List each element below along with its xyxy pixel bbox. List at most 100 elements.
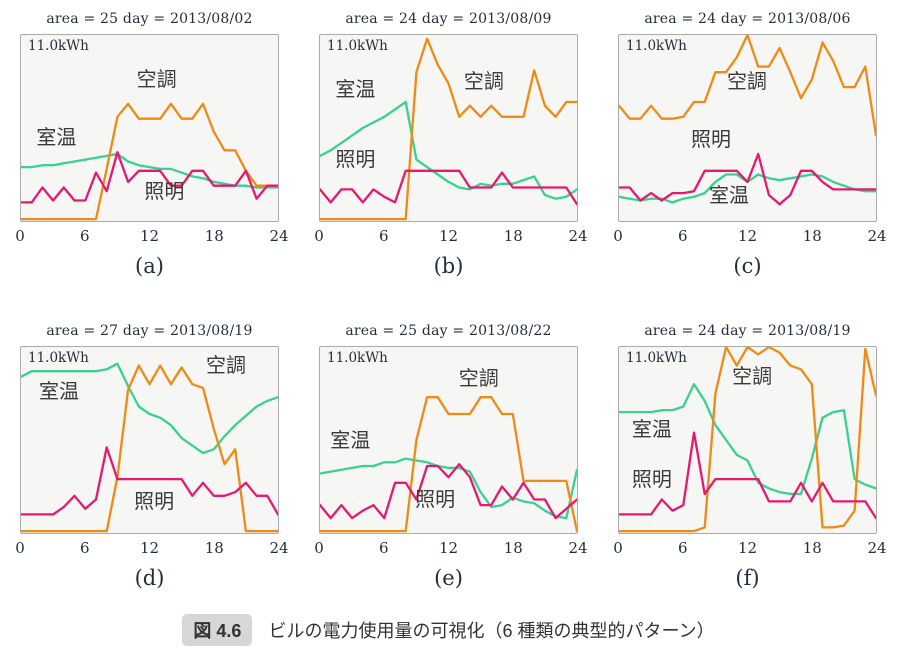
tick-label: 6 [79, 539, 90, 557]
chart-title: area = 24 day = 2013/08/06 [644, 11, 851, 27]
x-axis-ticks: 0 6 12 18 24 [314, 534, 587, 558]
tick-label: 6 [677, 227, 688, 245]
chart-d: area = 27 day = 2013/08/19 11.0kWh 室温 空調照… [0, 320, 299, 594]
tick-label: 18 [802, 227, 822, 245]
line-chart-canvas [320, 396, 577, 533]
tick-label: 12 [737, 539, 758, 557]
line-room_temp [320, 457, 577, 520]
series-label-room_temp: 室温 [631, 418, 672, 441]
series-label-lighting: 照明 [144, 180, 185, 203]
x-axis-ticks: 0 6 12 18 24 [15, 534, 288, 558]
line-lighting [619, 152, 876, 206]
series-label-lighting: 照明 [415, 489, 456, 512]
y-scale-label: 11.0kWh [626, 38, 687, 54]
series-label-room_temp: 室温 [335, 78, 376, 101]
series-label-lighting: 照明 [631, 468, 672, 491]
line-aircon [320, 396, 577, 533]
line-lighting [619, 431, 876, 520]
tick-label: 0 [613, 539, 623, 557]
tick-label: 18 [204, 227, 224, 245]
chart-sublabel: (d) [134, 566, 165, 590]
plot-area: 11.0kWh 空調 室温 照明 [618, 346, 877, 534]
tick-label: 18 [503, 227, 523, 245]
chart-sublabel: (a) [135, 254, 164, 278]
chart-sublabel: (c) [733, 254, 762, 278]
tick-label: 12 [438, 539, 459, 557]
chart-title: area = 24 day = 2013/08/09 [345, 11, 552, 27]
tick-label: 24 [269, 539, 289, 557]
series-label-aircon: 空調 [732, 366, 773, 389]
line-aircon [619, 35, 876, 137]
chart-c: area = 24 day = 2013/08/06 11.0kWh 空調照明室… [598, 8, 897, 282]
tick-label: 24 [269, 227, 289, 245]
line-room_temp [320, 100, 577, 200]
tick-label: 12 [438, 227, 459, 245]
plot-area: 11.0kWh 空調室温照明 [319, 346, 578, 534]
chart-grid: area = 25 day = 2013/08/02 11.0kWh 空調 室温照… [0, 8, 897, 594]
line-lighting [320, 463, 577, 520]
series-label-aircon: 空調 [136, 69, 177, 92]
chart-title: area = 25 day = 2013/08/02 [46, 11, 253, 27]
series-label-aircon: 空調 [206, 355, 247, 378]
line-lighting [21, 446, 278, 516]
tick-label: 18 [503, 539, 523, 557]
tick-label: 24 [568, 227, 588, 245]
y-scale-label: 11.0kWh [327, 350, 388, 366]
line-chart-canvas [21, 362, 278, 533]
line-chart-canvas [320, 37, 577, 221]
series-label-room_temp: 室温 [708, 184, 749, 207]
chart-title: area = 27 day = 2013/08/19 [46, 323, 253, 339]
tick-label: 0 [15, 227, 25, 245]
tick-label: 6 [677, 539, 688, 557]
tick-label: 12 [139, 227, 160, 245]
tick-label: 0 [15, 539, 25, 557]
chart-title: area = 25 day = 2013/08/22 [345, 323, 552, 339]
line-aircon [21, 102, 278, 221]
plot-area: 11.0kWh 室温 空調 照明 [319, 34, 578, 222]
tick-label: 18 [204, 539, 224, 557]
series-label-lighting: 照明 [335, 149, 376, 172]
line-chart-canvas [619, 35, 876, 206]
line-chart-canvas [619, 347, 876, 533]
line-aircon [619, 347, 876, 533]
plot-area: 11.0kWh 空調 室温 照明 [20, 34, 279, 222]
plot-area: 11.0kWh 空調照明室温 [618, 34, 877, 222]
line-aircon [320, 37, 577, 221]
tick-label: 18 [802, 539, 822, 557]
chart-f: area = 24 day = 2013/08/19 11.0kWh 空調 室温照… [598, 320, 897, 594]
tick-label: 12 [139, 539, 160, 557]
figure-caption-text: ビルの電力使用量の可視化（6 種類の典型的パターン） [268, 621, 715, 641]
x-axis-ticks: 0 6 12 18 24 [314, 222, 587, 246]
series-label-room_temp: 室温 [38, 381, 79, 404]
plot-area: 11.0kWh 室温 空調 照明 [20, 346, 279, 534]
line-lighting [21, 151, 278, 204]
figure-caption: 図 4.6 ビルの電力使用量の可視化（6 種類の典型的パターン） [0, 614, 897, 646]
line-lighting [320, 169, 577, 206]
chart-sublabel: (b) [433, 254, 464, 278]
chart-a: area = 25 day = 2013/08/02 11.0kWh 空調 室温照… [0, 8, 299, 282]
series-label-room_temp: 室温 [36, 127, 77, 149]
y-scale-label: 11.0kWh [28, 350, 89, 366]
series-label-room_temp: 室温 [330, 429, 371, 452]
tick-label: 24 [867, 227, 887, 245]
line-aircon [21, 364, 278, 533]
series-label-aircon: 空調 [463, 71, 504, 94]
x-axis-ticks: 0 6 12 18 24 [613, 534, 886, 558]
chart-sublabel: (f) [735, 566, 760, 590]
series-label-lighting: 照明 [690, 128, 731, 151]
series-label-aircon: 空調 [458, 368, 499, 391]
tick-label: 24 [568, 539, 588, 557]
line-room_temp [21, 362, 278, 455]
chart-b: area = 24 day = 2013/08/09 11.0kWh 室温 空調照… [299, 8, 598, 282]
line-chart-canvas [21, 102, 278, 221]
tick-label: 0 [314, 539, 324, 557]
tick-label: 6 [378, 227, 389, 245]
x-axis-ticks: 0 6 12 18 24 [15, 222, 288, 246]
chart-title: area = 24 day = 2013/08/19 [644, 323, 851, 339]
tick-label: 0 [613, 227, 623, 245]
tick-label: 12 [737, 227, 758, 245]
tick-label: 24 [867, 539, 887, 557]
x-axis-ticks: 0 6 12 18 24 [613, 222, 886, 246]
series-label-aircon: 空調 [726, 71, 767, 94]
